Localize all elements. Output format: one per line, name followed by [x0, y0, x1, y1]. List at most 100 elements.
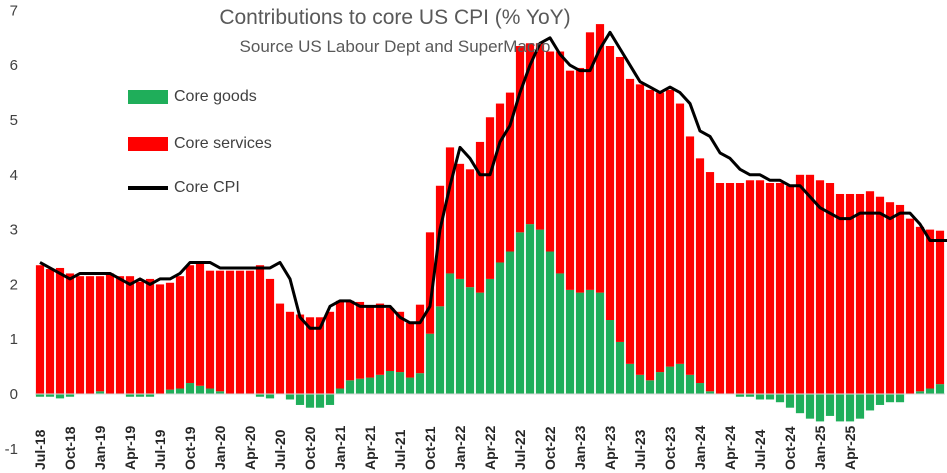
- bar-core-goods: [95, 391, 105, 394]
- bar-core-goods: [915, 391, 925, 394]
- y-tick-label: 3: [10, 222, 18, 239]
- bar-core-goods: [45, 394, 55, 397]
- bar-core-goods: [365, 377, 375, 394]
- bar-core-goods: [285, 394, 295, 400]
- bar-core-services: [135, 281, 145, 394]
- bar-core-services: [855, 193, 865, 394]
- bar-core-services: [595, 24, 605, 293]
- y-tick-label: 1: [10, 331, 18, 348]
- bar-core-goods: [585, 289, 595, 394]
- x-tick-label: Oct-21: [422, 426, 438, 470]
- chart-subtitle: Source US Labour Dept and SuperMacro: [239, 37, 551, 56]
- bar-core-services: [425, 232, 435, 334]
- bar-core-services: [485, 117, 495, 279]
- bar-core-goods: [405, 377, 415, 394]
- bar-core-services: [795, 174, 805, 394]
- bar-core-services: [365, 306, 375, 378]
- bar-core-services: [805, 174, 815, 394]
- bar-core-services: [215, 270, 225, 392]
- bar-core-services: [915, 226, 925, 392]
- bar-core-services: [825, 183, 835, 394]
- bar-core-services: [695, 158, 705, 384]
- x-tick-label: Apr-19: [122, 425, 138, 470]
- bar-core-goods: [55, 394, 65, 399]
- y-axis: -1 0 1 2 3 4 5 6 7: [5, 2, 18, 457]
- bar-core-goods: [755, 394, 765, 400]
- bar-core-services: [645, 89, 655, 381]
- bar-core-services: [195, 262, 205, 386]
- bar-core-services: [435, 185, 445, 307]
- bar-core-goods: [685, 374, 695, 394]
- bar-core-services: [555, 51, 565, 274]
- bar-core-services: [615, 56, 625, 342]
- bar-core-services: [415, 304, 425, 374]
- bar-core-services: [335, 300, 345, 389]
- bar-core-goods: [65, 394, 75, 397]
- bar-core-goods: [635, 374, 645, 394]
- bar-core-services: [685, 136, 695, 375]
- bar-core-services: [75, 276, 85, 394]
- core-cpi-line: [39, 30, 947, 330]
- bar-core-goods: [645, 380, 655, 394]
- bar-core-goods: [515, 232, 525, 394]
- bar-core-services: [705, 172, 715, 392]
- bar-core-goods: [805, 394, 815, 419]
- bar-core-goods: [895, 394, 905, 403]
- bar-core-services: [165, 282, 175, 390]
- bar-core-services: [205, 270, 215, 389]
- bar-core-services: [815, 180, 825, 394]
- bar-core-services: [35, 265, 45, 394]
- bar-core-goods: [865, 394, 875, 411]
- bar-core-goods: [35, 394, 45, 397]
- bar-core-services: [225, 270, 235, 394]
- bar-core-goods: [605, 320, 615, 394]
- x-tick-label: Jul-23: [632, 429, 648, 470]
- x-tick-label: Apr-24: [722, 425, 738, 470]
- y-tick-label: 6: [10, 57, 18, 74]
- bar-core-goods: [485, 278, 495, 394]
- bar-core-goods: [175, 388, 185, 394]
- bar-core-services: [865, 191, 875, 394]
- bar-core-goods: [665, 366, 675, 394]
- bar-core-services: [85, 276, 95, 394]
- bar-core-goods: [145, 394, 155, 397]
- bar-core-goods: [345, 380, 355, 394]
- x-tick-label: Jan-22: [452, 425, 468, 470]
- bar-core-goods: [435, 306, 445, 394]
- x-tick-label: Jan-24: [692, 425, 708, 470]
- bar-core-services: [55, 267, 65, 394]
- bar-core-services: [175, 276, 185, 389]
- bar-core-services: [735, 183, 745, 394]
- bar-core-goods: [825, 394, 835, 416]
- bar-core-services: [185, 265, 195, 384]
- bar-core-goods: [505, 251, 515, 394]
- bar-core-services: [345, 300, 355, 381]
- bar-core-goods: [425, 333, 435, 394]
- bar-core-services: [325, 311, 335, 394]
- bar-core-services: [515, 46, 525, 233]
- bar-core-services: [465, 169, 475, 288]
- bar-core-goods: [125, 394, 135, 397]
- bar-core-goods: [295, 394, 305, 405]
- x-tick-label: Apr-21: [362, 425, 378, 470]
- y-tick-label: 7: [10, 2, 18, 19]
- bar-core-services: [355, 301, 365, 379]
- bar-core-goods: [255, 394, 265, 397]
- bar-core-goods: [795, 394, 805, 414]
- bar-core-services: [905, 218, 915, 394]
- bar-core-goods: [695, 383, 705, 394]
- x-tick-label: Jul-24: [752, 429, 768, 470]
- legend-swatch-core-goods: [128, 90, 168, 104]
- bars-layer: [35, 24, 945, 422]
- bar-core-goods: [815, 394, 825, 422]
- bar-core-services: [635, 84, 645, 375]
- bar-core-goods: [465, 287, 475, 394]
- y-tick-label: 0: [10, 386, 18, 403]
- bar-core-goods: [835, 394, 845, 422]
- legend-item-core-goods: Core goods: [128, 86, 257, 108]
- bar-core-goods: [265, 394, 275, 399]
- bar-core-goods: [325, 394, 335, 405]
- bar-core-goods: [475, 292, 485, 394]
- x-tick-label: Oct-18: [62, 426, 78, 470]
- bar-core-goods: [445, 273, 455, 394]
